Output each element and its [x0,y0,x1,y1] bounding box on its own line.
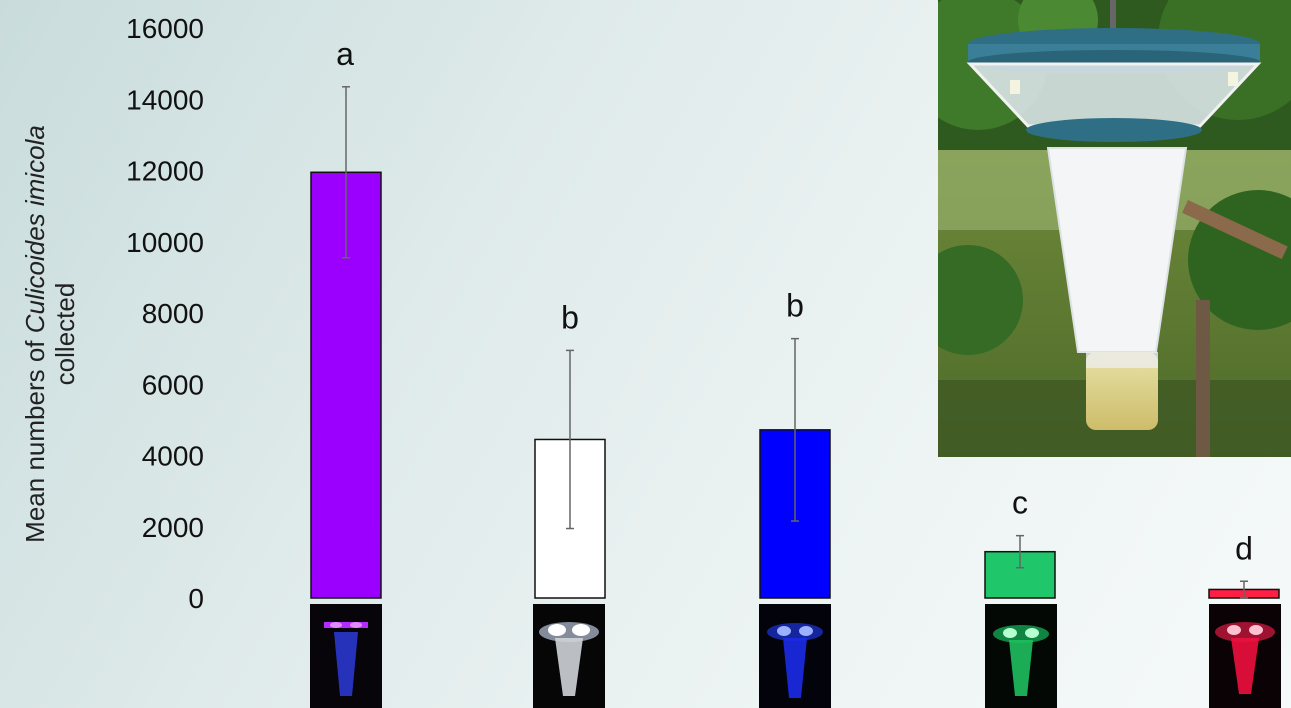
significance-letter: c [1012,485,1028,521]
uv-lit-trap-image [310,604,382,708]
y-tick-label: 0 [188,583,204,614]
significance-letter: b [786,288,804,324]
y-axis-ticks: 0 2000 4000 6000 8000 10000 12000 14000 16000 [126,13,204,614]
blue-lit-trap-image [759,604,831,708]
red-lit-trap-image [1209,604,1281,708]
bars: a b b c d [310,36,1280,599]
white-lit-trap-image [533,604,605,708]
y-axis-label-suffix: collected [50,282,80,386]
significance-letter: b [561,299,579,335]
y-tick-label: 10000 [126,227,204,258]
y-tick-label: 16000 [126,13,204,44]
y-axis-label: Mean numbers of Culicoides imicola colle… [20,125,80,543]
light-trap-photo [938,0,1291,457]
y-axis-label-species: Culicoides imicola [20,125,50,334]
y-tick-label: 8000 [142,298,204,329]
y-tick-label: 14000 [126,84,204,115]
y-tick-label: 4000 [142,441,204,472]
significance-letter: d [1235,530,1253,566]
significance-letter: a [336,36,354,72]
y-tick-label: 2000 [142,512,204,543]
y-tick-label: 6000 [142,369,204,400]
y-tick-label: 12000 [126,156,204,187]
green-lit-trap-image [985,604,1057,708]
y-axis-label-prefix: Mean numbers of [20,333,50,543]
